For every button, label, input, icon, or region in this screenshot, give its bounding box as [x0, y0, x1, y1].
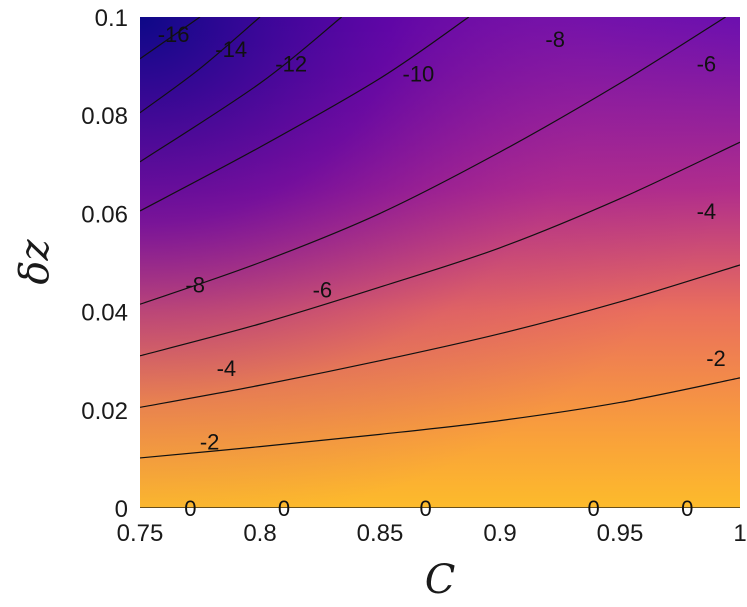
contour-label: -10 [403, 61, 435, 86]
contour-line [140, 17, 342, 163]
y-axis-label: δz [12, 238, 58, 284]
contour-label: -16 [158, 22, 190, 47]
x-tick-label: 0.95 [597, 520, 644, 547]
contour-label: 0 [419, 496, 431, 521]
y-tick-label: 0.06 [81, 201, 128, 228]
contour-label: -14 [215, 37, 247, 62]
y-tick-label: 0 [115, 496, 128, 523]
contour-line [140, 17, 201, 60]
x-axis-label: C [425, 557, 456, 603]
contour-label: -6 [313, 278, 333, 303]
y-tick-label: 0.1 [95, 5, 128, 32]
contour-label: -12 [275, 52, 307, 77]
contour-line [140, 17, 726, 305]
contour-label: 0 [184, 496, 196, 521]
contour-label: -4 [697, 199, 717, 224]
contour-line [140, 264, 740, 408]
y-axis-ticks: 0 0.02 0.04 0.06 0.08 0.1 [81, 5, 128, 523]
heatmap-dark-corner [140, 17, 740, 508]
x-tick-label: 1 [733, 520, 746, 547]
y-tick-label: 0.04 [81, 300, 128, 327]
x-tick-label: 0.8 [243, 520, 276, 547]
contour-line [140, 17, 261, 114]
y-tick-label: 0.08 [81, 103, 128, 130]
contour-label: -8 [545, 27, 565, 52]
contour-line [140, 377, 740, 459]
plot-area: -16 -14 -12 -10 -8 -8 -6 -6 -4 -4 -2 -2 0 0 0 0 0 [140, 17, 740, 521]
x-tick-label: 0.9 [483, 520, 516, 547]
contour-label: -6 [697, 52, 717, 77]
contour-labels: -16 -14 -12 -10 -8 -8 -6 -6 -4 -4 -2 -2 0 0 0 0 0 [158, 22, 726, 521]
contour-label: -2 [706, 346, 726, 371]
contour-label: 0 [681, 496, 693, 521]
contour-line [140, 17, 470, 212]
contour-line [140, 141, 740, 357]
contour-label: -8 [185, 273, 205, 298]
y-tick-label: 0.02 [81, 398, 128, 425]
contour-label: -2 [200, 430, 220, 455]
contour-label: 0 [587, 496, 599, 521]
x-axis-ticks: 0.75 0.8 0.85 0.9 0.95 1 [117, 520, 747, 547]
contour-lines [140, 17, 740, 508]
contour-label: 0 [278, 496, 290, 521]
contour-label: -4 [217, 356, 237, 381]
x-tick-label: 0.85 [357, 520, 404, 547]
x-tick-label: 0.75 [117, 520, 164, 547]
